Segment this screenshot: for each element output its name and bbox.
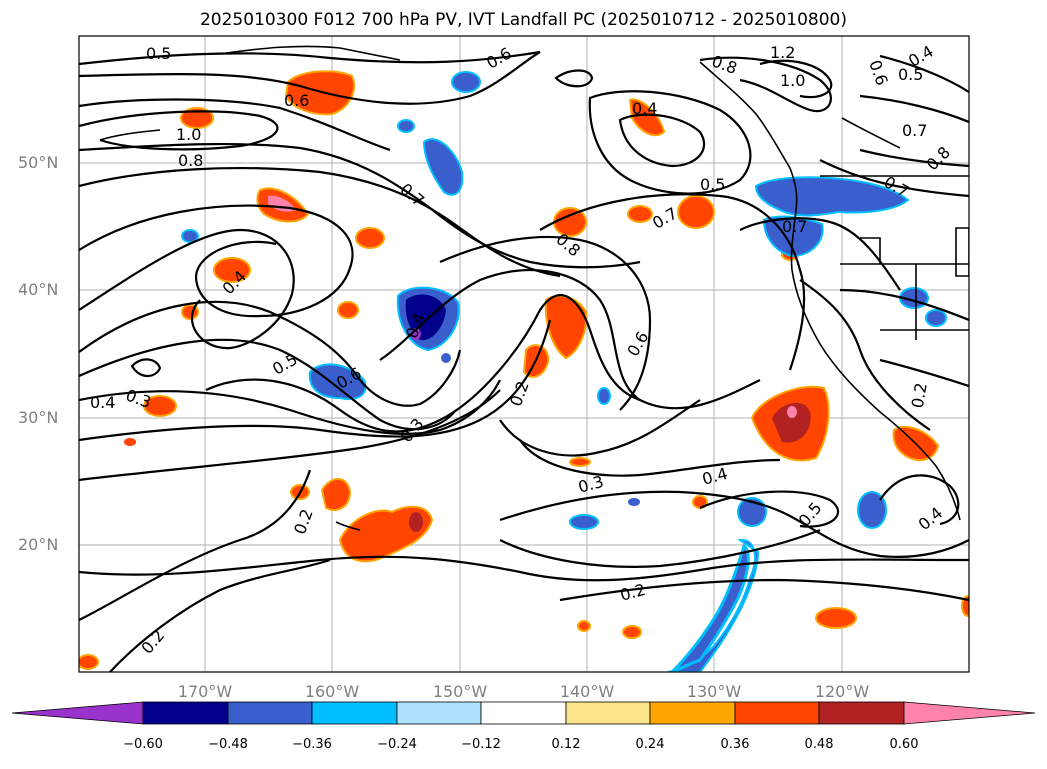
map-panel [79, 36, 969, 672]
contour-label: 0.5 [700, 175, 725, 194]
contour-label: 0.5 [898, 65, 923, 84]
colorbar-tick: −0.12 [461, 737, 501, 752]
colorbar-segment [649, 701, 736, 725]
contour-label: 0.8 [178, 151, 203, 170]
colorbar-segment [227, 701, 313, 725]
lat-label: 20°N [18, 535, 59, 554]
map-frame [78, 35, 970, 673]
lon-label: 170°W [177, 682, 233, 701]
contour-label: 0.2 [908, 381, 931, 409]
coastlines [99, 45, 969, 531]
colorbar-tick: −0.60 [123, 737, 163, 752]
colorbar-segment [734, 701, 820, 725]
lon-label: 120°W [814, 682, 870, 701]
colorbar-tick: −0.24 [377, 737, 417, 752]
lat-label: 50°N [18, 153, 59, 172]
lon-label: 160°W [304, 682, 360, 701]
contour-label: 1.0 [780, 71, 805, 90]
contour-label: 0.4 [632, 99, 657, 118]
contour-label: 1.0 [176, 125, 201, 144]
lon-label: 140°W [559, 682, 615, 701]
colorbar-segment [903, 701, 1036, 725]
contour-label: 0.7 [902, 121, 927, 140]
contour-label: 0.4 [90, 393, 115, 412]
contour-label: 0.5 [146, 44, 171, 63]
pv-positive-shading [79, 70, 969, 670]
colorbar-segment [11, 701, 144, 725]
colorbar-segment [142, 701, 229, 725]
colorbar-tick: −0.48 [208, 737, 248, 752]
colorbar-tick: 0.60 [889, 737, 919, 752]
lon-label: 150°W [432, 682, 488, 701]
lon-label: 130°W [686, 682, 742, 701]
colorbar-segment [480, 701, 567, 725]
lat-label: 40°N [18, 280, 59, 299]
map-title: 2025010300 F012 700 hPa PV, IVT Landfall… [199, 10, 847, 30]
colorbar-tick: 0.36 [720, 737, 750, 752]
contour-label: 1.2 [770, 43, 795, 62]
contour-label: 0.6 [284, 91, 309, 110]
colorbar-segment [311, 701, 398, 725]
colorbar-tick: 0.24 [635, 737, 665, 752]
contour-label: 0.7 [782, 217, 807, 236]
colorbar [11, 701, 1036, 725]
pv-contours [79, 50, 969, 672]
colorbar-tick: −0.36 [292, 737, 332, 752]
colorbar-segment [396, 701, 482, 725]
lat-label: 30°N [18, 408, 59, 427]
colorbar-tick: 0.48 [804, 737, 834, 752]
colorbar-segment [565, 701, 651, 725]
colorbar-tick: 0.12 [551, 737, 581, 752]
colorbar-segment [818, 701, 905, 725]
